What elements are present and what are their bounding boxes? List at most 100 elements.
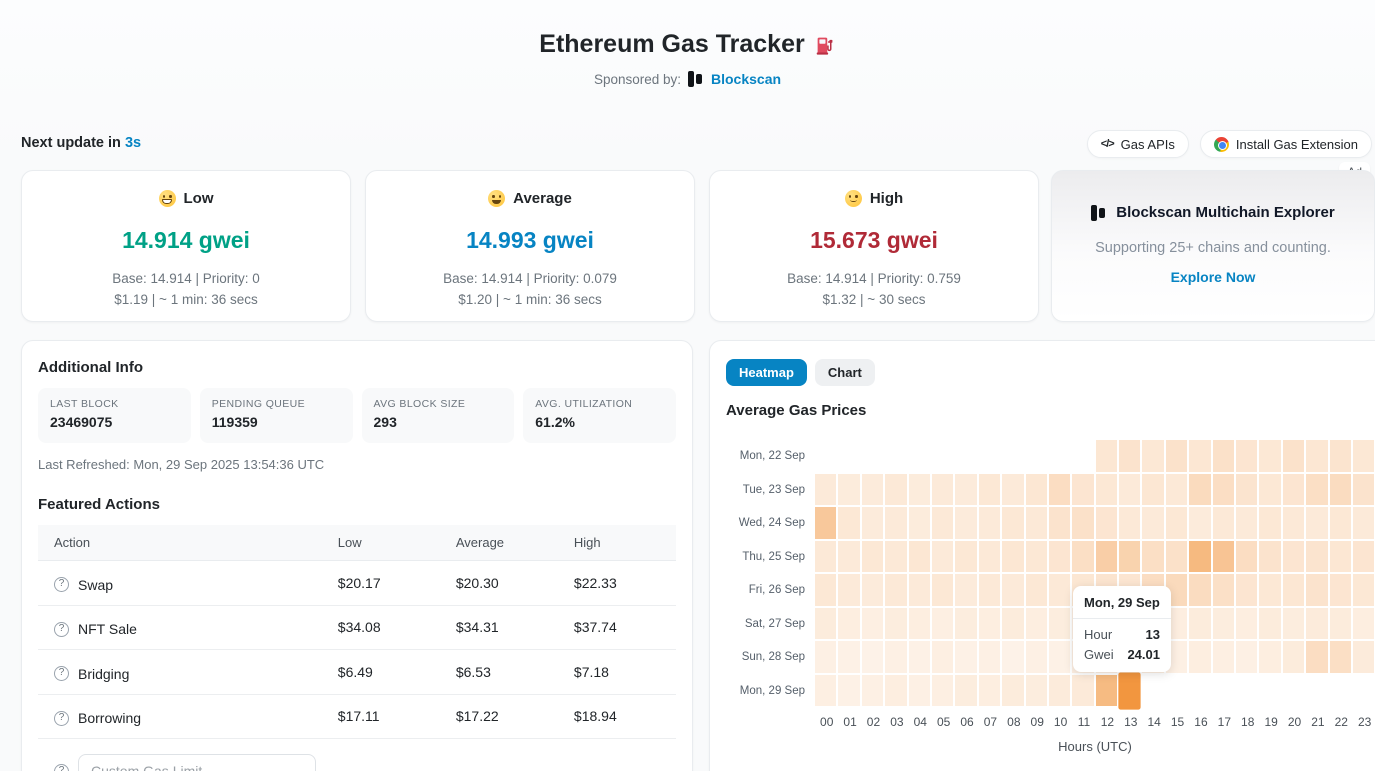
heatmap-cell[interactable]: [955, 607, 977, 639]
heatmap-cell[interactable]: [978, 473, 1001, 505]
heatmap-cell[interactable]: [955, 540, 977, 572]
blockscan-link[interactable]: Blockscan: [711, 71, 782, 87]
heatmap-cell[interactable]: [1095, 473, 1118, 505]
custom-gas-limit-input[interactable]: [78, 754, 316, 771]
heatmap-cell[interactable]: [1282, 473, 1305, 505]
heatmap-cell[interactable]: [931, 641, 954, 673]
help-icon[interactable]: ?: [54, 577, 69, 592]
heatmap-cell[interactable]: [1072, 507, 1094, 539]
heatmap-cell[interactable]: [1212, 574, 1235, 606]
heatmap-cell[interactable]: [1119, 507, 1141, 539]
heatmap-cell[interactable]: [1142, 540, 1164, 572]
heatmap-cell[interactable]: [908, 540, 930, 572]
heatmap-cell[interactable]: [1352, 440, 1375, 472]
heatmap-cell[interactable]: [978, 574, 1001, 606]
heatmap-cell[interactable]: [1095, 674, 1118, 706]
heatmap-cell[interactable]: [1072, 540, 1094, 572]
tab-heatmap[interactable]: Heatmap: [726, 359, 807, 386]
heatmap-cell[interactable]: [1329, 641, 1351, 673]
heatmap-cell[interactable]: [955, 473, 977, 505]
heatmap-cell[interactable]: [1259, 473, 1281, 505]
heatmap-cell[interactable]: [838, 641, 860, 673]
heatmap-cell[interactable]: [815, 507, 837, 539]
heatmap-cell[interactable]: [1002, 574, 1024, 606]
install-gas-extension-button[interactable]: Install Gas Extension: [1199, 130, 1372, 158]
heatmap-cell[interactable]: [1352, 473, 1375, 505]
heatmap-cell[interactable]: [1002, 641, 1024, 673]
heatmap-cell[interactable]: [1119, 440, 1141, 472]
heatmap-cell[interactable]: [1306, 574, 1328, 606]
explore-now-link[interactable]: Explore Now: [1170, 268, 1256, 285]
heatmap-cell[interactable]: [1306, 607, 1328, 639]
heatmap-cell[interactable]: [1118, 671, 1142, 709]
heatmap-cell[interactable]: [1236, 641, 1258, 673]
heatmap-cell[interactable]: [861, 607, 884, 639]
heatmap-cell[interactable]: [1282, 507, 1305, 539]
heatmap-cell[interactable]: [1002, 473, 1024, 505]
heatmap-cell[interactable]: [931, 540, 954, 572]
heatmap-cell[interactable]: [1025, 607, 1047, 639]
heatmap-cell[interactable]: [1236, 440, 1258, 472]
heatmap-cell[interactable]: [1306, 507, 1328, 539]
heatmap-cell[interactable]: [885, 641, 907, 673]
heatmap-cell[interactable]: [1236, 574, 1258, 606]
heatmap-cell[interactable]: [978, 607, 1001, 639]
heatmap-cell[interactable]: [1212, 507, 1235, 539]
heatmap-cell[interactable]: [1259, 540, 1281, 572]
heatmap-cell[interactable]: [1212, 473, 1235, 505]
heatmap-cell[interactable]: [978, 641, 1001, 673]
heatmap-cell[interactable]: [931, 674, 954, 706]
heatmap-cell[interactable]: [838, 674, 860, 706]
heatmap-cell[interactable]: [955, 507, 977, 539]
heatmap-cell[interactable]: [1189, 607, 1211, 639]
heatmap-cell[interactable]: [1025, 674, 1047, 706]
heatmap-cell[interactable]: [815, 607, 837, 639]
heatmap-cell[interactable]: [1352, 641, 1375, 673]
heatmap-cell[interactable]: [931, 574, 954, 606]
heatmap-cell[interactable]: [885, 574, 907, 606]
heatmap-cell[interactable]: [861, 540, 884, 572]
heatmap-cell[interactable]: [1002, 507, 1024, 539]
heatmap-cell[interactable]: [861, 473, 884, 505]
heatmap-cell[interactable]: [1329, 440, 1351, 472]
heatmap-cell[interactable]: [1048, 507, 1071, 539]
heatmap-cell[interactable]: [1025, 540, 1047, 572]
heatmap-cell[interactable]: [1002, 607, 1024, 639]
heatmap-cell[interactable]: [908, 607, 930, 639]
blockscan-ad-card[interactable]: Blockscan Multichain Explorer Supporting…: [1051, 170, 1375, 322]
heatmap-cell[interactable]: [1306, 540, 1328, 572]
heatmap-cell[interactable]: [1306, 473, 1328, 505]
heatmap-cell[interactable]: [1189, 440, 1211, 472]
heatmap-cell[interactable]: [1236, 607, 1258, 639]
heatmap-cell[interactable]: [1352, 507, 1375, 539]
heatmap-cell[interactable]: [885, 473, 907, 505]
heatmap-cell[interactable]: [1119, 473, 1141, 505]
heatmap-cell[interactable]: [1282, 607, 1305, 639]
heatmap-cell[interactable]: [1165, 641, 1188, 673]
help-icon[interactable]: ?: [54, 666, 69, 681]
heatmap-cell[interactable]: [861, 507, 884, 539]
heatmap-cell[interactable]: [931, 507, 954, 539]
heatmap-cell[interactable]: [908, 473, 930, 505]
heatmap-cell[interactable]: [1212, 607, 1235, 639]
heatmap-cell[interactable]: [1002, 674, 1024, 706]
heatmap-cell[interactable]: [908, 574, 930, 606]
heatmap-cell[interactable]: [815, 641, 837, 673]
heatmap-cell[interactable]: [1165, 574, 1188, 606]
heatmap-cell[interactable]: [1282, 641, 1305, 673]
heatmap-cell[interactable]: [1189, 641, 1211, 673]
heatmap-cell[interactable]: [861, 574, 884, 606]
heatmap-cell[interactable]: [1048, 540, 1071, 572]
heatmap-cell[interactable]: [955, 641, 977, 673]
heatmap-cell[interactable]: [908, 674, 930, 706]
heatmap-cell[interactable]: [1212, 641, 1235, 673]
heatmap-cell[interactable]: [885, 507, 907, 539]
heatmap-cell[interactable]: [955, 674, 977, 706]
gas-apis-button[interactable]: </> Gas APIs: [1086, 130, 1189, 158]
heatmap-cell[interactable]: [1165, 540, 1188, 572]
heatmap-cell[interactable]: [1165, 440, 1188, 472]
heatmap-cell[interactable]: [1352, 540, 1375, 572]
heatmap-cell[interactable]: [815, 674, 837, 706]
heatmap-cell[interactable]: [1189, 540, 1211, 572]
heatmap-cell[interactable]: [1212, 540, 1235, 572]
